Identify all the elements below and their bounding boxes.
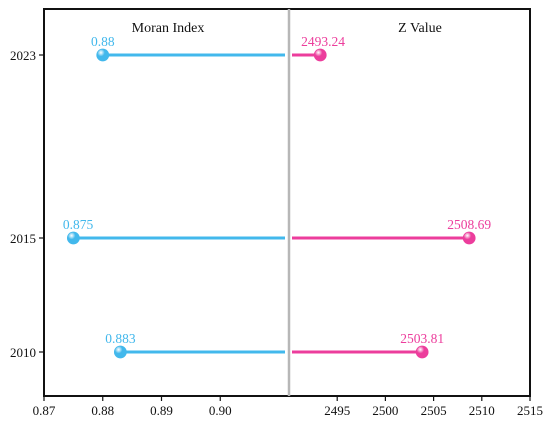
data-label-z-value-2010: 2503.81 bbox=[400, 331, 444, 346]
data-label-moran-index-2010: 0.883 bbox=[105, 331, 136, 346]
panel-title-z-value: Z Value bbox=[398, 21, 442, 36]
x-tick-label-moran-index-0-89: 0.89 bbox=[150, 403, 173, 418]
ticks-group: 2023 2015 2010 0.87 0.88 0.89 0.90 2495 2500 2505… bbox=[10, 48, 543, 418]
data-label-moran-index-2023: 0.88 bbox=[91, 34, 115, 49]
plot-frame bbox=[43, 8, 531, 397]
x-tick-label-moran-index-0-90: 0.90 bbox=[209, 403, 232, 418]
x-tick-label-z-value-2505: 2505 bbox=[421, 403, 447, 418]
x-tick-label-moran-index-0-88: 0.88 bbox=[91, 403, 114, 418]
dot-moran-index-2023 bbox=[96, 48, 110, 62]
data-label-z-value-2023: 2493.24 bbox=[301, 34, 345, 49]
x-tick-label-z-value-2510: 2510 bbox=[469, 403, 495, 418]
dot-z-value-2015 bbox=[462, 231, 476, 245]
y-tick-label-2023: 2023 bbox=[10, 48, 36, 63]
x-tick-label-z-value-2500: 2500 bbox=[372, 403, 398, 418]
dot-z-value-2023 bbox=[313, 48, 327, 62]
y-tick-label-2010: 2010 bbox=[10, 345, 36, 360]
dot-moran-index-2010 bbox=[113, 345, 127, 359]
data-label-z-value-2015: 2508.69 bbox=[447, 217, 491, 232]
data-labels-group: 0.88 0.875 0.883 2493.24 2508.69 2503.81 bbox=[63, 34, 492, 346]
dots-group bbox=[66, 48, 476, 359]
x-tick-label-z-value-2515: 2515 bbox=[517, 403, 543, 418]
data-label-moran-index-2015: 0.875 bbox=[63, 217, 94, 232]
x-tick-label-moran-index-0-87: 0.87 bbox=[33, 403, 56, 418]
stems-group bbox=[73, 53, 470, 354]
dot-z-value-2010 bbox=[415, 345, 429, 359]
panel-title-moran-index: Moran Index bbox=[132, 21, 205, 36]
y-tick-label-2015: 2015 bbox=[10, 231, 36, 246]
panel-titles-group: Moran Index Z Value bbox=[132, 21, 442, 36]
dot-moran-index-2015 bbox=[66, 231, 80, 245]
x-tick-label-z-value-2495: 2495 bbox=[324, 403, 350, 418]
